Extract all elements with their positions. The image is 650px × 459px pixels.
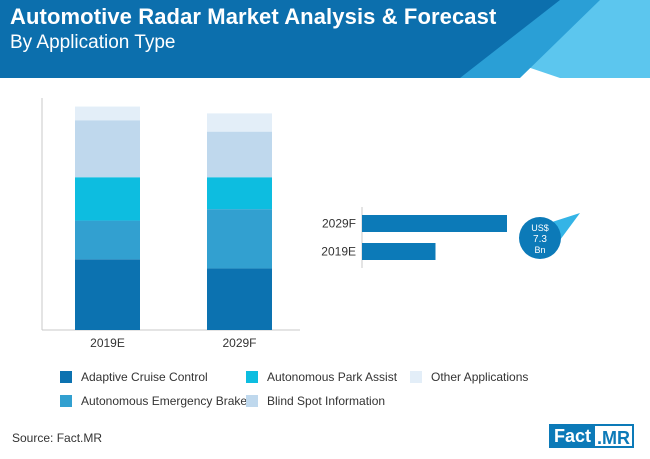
header-banner: Automotive Radar Market Analysis & Forec… [0, 0, 650, 78]
header-band-dark [0, 0, 560, 78]
bar-segment-2029f-other-applications [207, 113, 272, 132]
legend-item: Other Applications [410, 370, 528, 384]
legend: Adaptive Cruise Control Autonomous Emerge… [60, 370, 580, 416]
legend-label: Blind Spot Information [267, 394, 386, 408]
legend-label: Autonomous Emergency Brake [81, 394, 248, 408]
callout-bubble [519, 217, 561, 259]
legend-label: Autonomous Park Assist [267, 370, 398, 384]
legend-label: Adaptive Cruise Control [81, 370, 208, 384]
hbar-2029f [362, 215, 507, 232]
source-note: Source: Fact.MR [12, 431, 103, 445]
bar-segment-2019e-adaptive-cruise-control [75, 259, 140, 330]
chart-title: Automotive Radar Market Analysis & Forec… [10, 4, 497, 29]
legend-item: Autonomous Emergency Brake [60, 394, 247, 408]
legend-item: Autonomous Park Assist [246, 370, 397, 384]
bar-segment-2029f-adaptive-cruise-control [207, 268, 272, 330]
hbar-category-label: 2029F [322, 217, 356, 231]
legend-item: Adaptive Cruise Control [60, 370, 208, 384]
logo-text-right: .MR [595, 424, 635, 448]
bar-segment-2029f-autonomous-emergency-brake [207, 209, 272, 269]
bar-segment-2029f-autonomous-park-assist [207, 177, 272, 210]
x-tick-label: 2029F [222, 336, 256, 350]
logo-text-left: Fact [549, 424, 596, 448]
x-tick-label: 2019E [90, 336, 125, 350]
header-background [0, 0, 650, 78]
legend-swatch [60, 371, 72, 383]
factmr-logo: Fact .MR [549, 424, 635, 448]
legend-label: Other Applications [431, 370, 529, 384]
bar-segment-2029f-blind-spot-information [207, 131, 272, 178]
bar-segment-2019e-autonomous-emergency-brake [75, 220, 140, 260]
hbar-category-label: 2019E [321, 245, 356, 259]
hbar-2019e [362, 243, 436, 260]
bar-segment-2019e-other-applications [75, 106, 140, 121]
chart-subtitle: By Application Type [10, 32, 176, 53]
legend-swatch [410, 371, 422, 383]
legend-swatch [60, 395, 72, 407]
legend-item: Blind Spot Information [246, 394, 385, 408]
legend-swatch [246, 395, 258, 407]
bar-segment-2019e-autonomous-park-assist [75, 177, 140, 221]
callout-unit: Bn [534, 245, 545, 255]
callout-currency: US$ [531, 223, 549, 233]
bar-segment-2019e-blind-spot-information [75, 120, 140, 178]
legend-swatch [246, 371, 258, 383]
callout-value: 7.3 [533, 234, 547, 245]
